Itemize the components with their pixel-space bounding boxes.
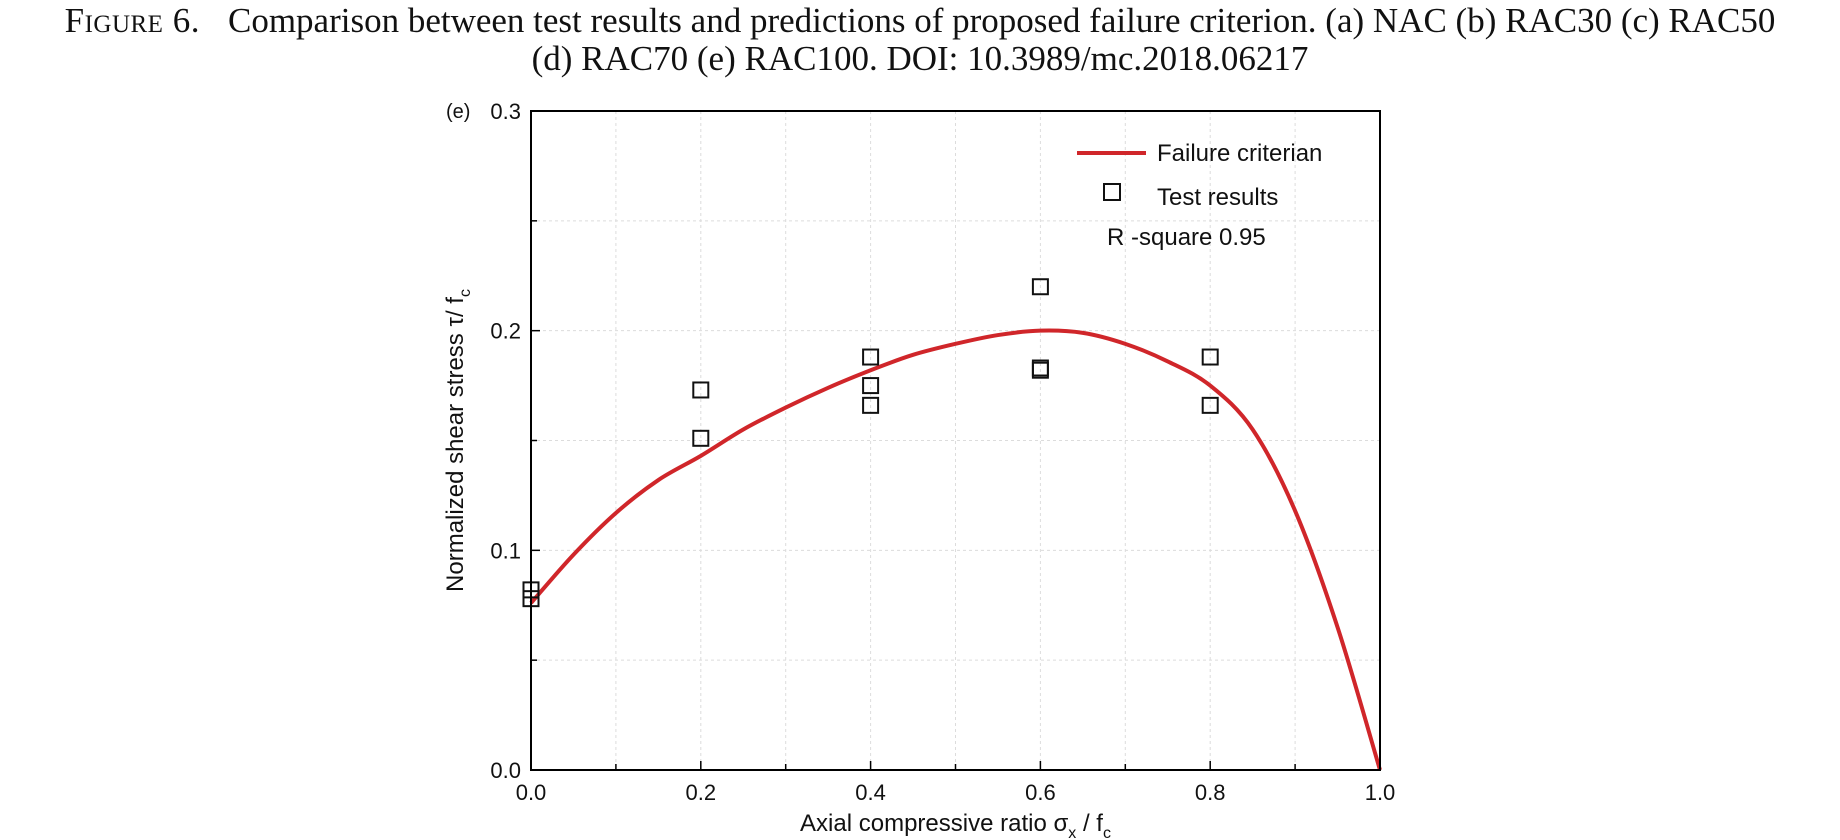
x-axis-label-main: Axial compressive ratio σ <box>800 810 1068 837</box>
failure-criterion-line <box>529 328 1382 771</box>
y-tick-label: 0.3 <box>490 99 521 124</box>
figure-caption: Figure 6. Comparison between test results… <box>0 2 1840 78</box>
panel-label: (e) <box>446 101 470 123</box>
caption-text-1: Comparison between test results and pred… <box>227 1 1776 40</box>
x-tick-label: 0.8 <box>1195 780 1226 805</box>
test-result-point <box>1201 396 1219 414</box>
legend-label-test-results: Test results <box>1157 184 1278 211</box>
legend-square-swatch <box>1103 183 1121 201</box>
y-tick-label: 0.1 <box>490 538 521 563</box>
y-tick-label: 0.0 <box>490 758 521 783</box>
test-result-point <box>1201 348 1219 366</box>
y-tick-label: 0.2 <box>490 319 521 344</box>
x-tick-label: 0.0 <box>516 780 547 805</box>
x-axis-label: Axial compressive ratio σx / fc <box>800 810 1111 840</box>
x-tick-label: 0.6 <box>1025 780 1056 805</box>
caption-line-2: (d) RAC70 (e) RAC100. DOI: 10.3989/mc.20… <box>531 39 1309 78</box>
test-result-point <box>862 377 880 395</box>
test-result-point <box>1031 278 1049 296</box>
caption-label: Figure 6. <box>64 1 200 40</box>
y-axis-label-main: Normalized shear stress τ/ f <box>442 297 469 592</box>
test-result-point <box>862 396 880 414</box>
x-tick-label: 0.4 <box>855 780 886 805</box>
caption-line-1: Figure 6. Comparison between test results… <box>0 2 1840 40</box>
test-result-point <box>692 381 710 399</box>
x-axis-label-sub2: c <box>1103 825 1111 840</box>
test-result-point <box>692 429 710 447</box>
y-axis-label-sub: c <box>457 289 474 297</box>
x-axis-label-mid: / f <box>1076 810 1103 837</box>
legend: Failure criterian Test results R -square… <box>1077 140 1322 251</box>
legend-label-failure-criterion: Failure criterian <box>1157 140 1322 167</box>
grid-lines <box>531 111 1380 770</box>
y-axis-label: Normalized shear stress τ/ fc <box>442 289 474 592</box>
test-result-point <box>862 348 880 366</box>
r-square-annotation: R -square 0.95 <box>1107 224 1266 251</box>
x-tick-label: 0.2 <box>686 780 717 805</box>
x-tick-label: 1.0 <box>1365 780 1396 805</box>
failure-criterion-series <box>529 328 1382 771</box>
x-axis-label-sub1: x <box>1068 825 1076 840</box>
axis-ticks <box>531 220 1296 770</box>
test-result-point <box>1031 359 1049 377</box>
tick-labels: 0.0 0.2 0.4 0.6 0.8 1.0 0.0 0.1 0.2 0.3 <box>490 99 1395 805</box>
